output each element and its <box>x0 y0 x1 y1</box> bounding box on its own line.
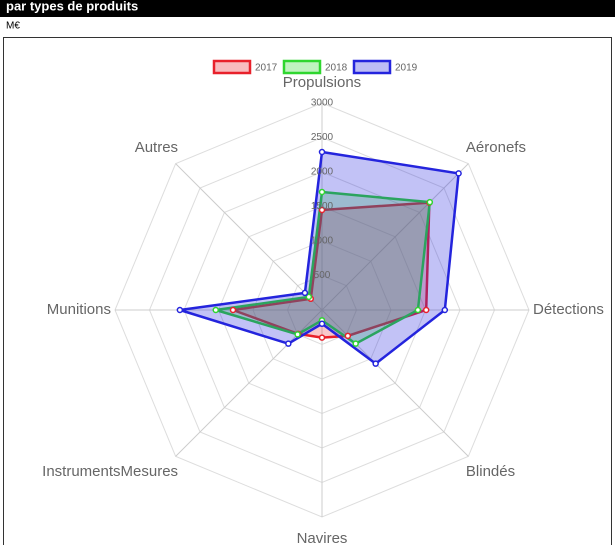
category-label: Autres <box>135 139 178 156</box>
category-label: Munitions <box>47 301 111 318</box>
category-label: Détections <box>533 301 604 318</box>
category-label: Propulsions <box>283 74 361 91</box>
legend-swatch <box>352 59 392 75</box>
panel <box>3 37 612 550</box>
legend-label: 2017 <box>255 63 278 74</box>
data-point <box>176 306 184 314</box>
legend-label: 2018 <box>325 63 348 74</box>
data-point <box>422 306 430 314</box>
data-point <box>414 306 422 314</box>
tick-label: 500 <box>314 270 331 281</box>
unit-label: M€ <box>6 21 20 32</box>
data-point <box>318 188 326 196</box>
data-point <box>372 360 379 367</box>
tick-label: 1000 <box>311 236 334 247</box>
data-point <box>344 332 352 340</box>
category-label: InstrumentsMesures <box>42 463 178 480</box>
data-point <box>318 148 326 156</box>
data-point <box>212 306 219 314</box>
data-point <box>318 334 326 341</box>
data-point <box>301 289 309 297</box>
tick-label: 1500 <box>311 201 334 212</box>
tick-label: 2000 <box>311 167 334 178</box>
axis-line <box>321 163 469 311</box>
header-bar <box>0 0 615 17</box>
data-point <box>426 198 434 206</box>
data-point <box>318 320 326 328</box>
axis-line <box>175 163 323 311</box>
chart-title: par types de produits <box>6 0 138 13</box>
legend-swatch <box>212 59 252 75</box>
legend-label: 2019 <box>395 63 418 74</box>
tick-label: 3000 <box>311 98 334 109</box>
category-label: Navires <box>297 530 348 545</box>
data-point <box>229 306 237 314</box>
data-point <box>318 206 326 214</box>
data-point <box>285 340 292 347</box>
category-label: Blindés <box>466 463 515 480</box>
data-point <box>294 331 301 338</box>
data-point <box>305 293 313 301</box>
tick-label: 2500 <box>311 132 334 143</box>
legend-swatch <box>282 59 322 75</box>
data-point <box>441 306 449 314</box>
data-point <box>352 340 359 347</box>
category-label: Aéronefs <box>466 139 526 156</box>
data-point <box>455 170 462 177</box>
